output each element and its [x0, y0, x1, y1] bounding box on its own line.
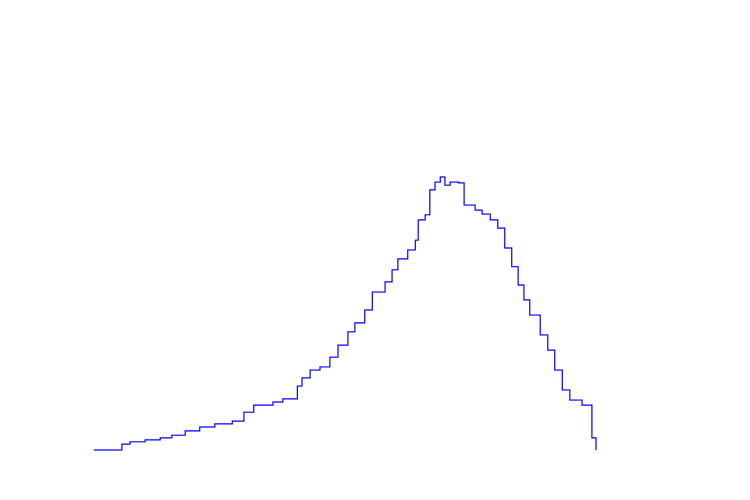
data-line — [94, 176, 597, 451]
